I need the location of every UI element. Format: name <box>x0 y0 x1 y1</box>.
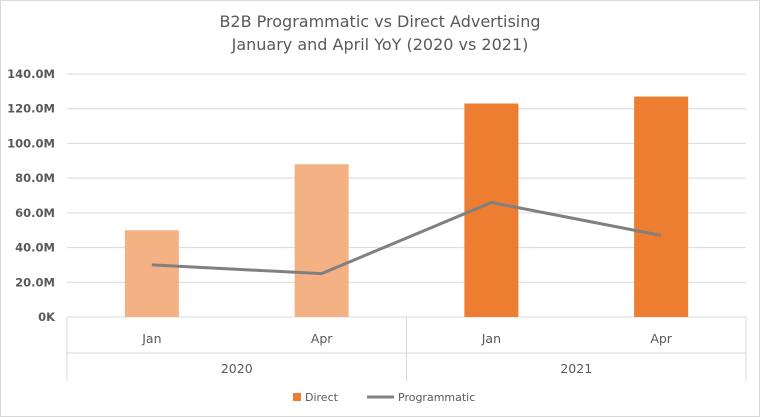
y-tick-label: 100.0M <box>7 136 55 150</box>
y-tick-label: 20.0M <box>15 275 55 289</box>
group-label: 2020 <box>221 361 253 376</box>
legend-label-programmatic: Programmatic <box>398 391 475 404</box>
y-tick-label: 0K <box>38 310 56 324</box>
legend-swatch-direct <box>293 393 301 401</box>
legend-label-direct: Direct <box>305 391 339 404</box>
line-programmatic <box>151 200 662 276</box>
x-tick-label: Jan <box>481 331 501 346</box>
chart-title-line: January and April YoY (2020 vs 2021) <box>231 35 529 54</box>
y-tick-label: 120.0M <box>7 102 55 116</box>
x-tick-label: Jan <box>141 331 161 346</box>
y-tick-label: 80.0M <box>15 171 55 185</box>
y-tick-label: 140.0M <box>7 67 55 81</box>
x-tick-label: Apr <box>650 331 672 346</box>
chart-title-line: B2B Programmatic vs Direct Advertising <box>219 12 540 31</box>
group-label: 2021 <box>560 361 592 376</box>
bar-direct <box>634 96 689 317</box>
y-tick-label: 40.0M <box>15 241 55 255</box>
x-tick-label: Apr <box>311 331 333 346</box>
bar-direct <box>124 230 179 317</box>
bar-direct <box>294 164 349 317</box>
y-tick-label: 60.0M <box>15 206 55 220</box>
